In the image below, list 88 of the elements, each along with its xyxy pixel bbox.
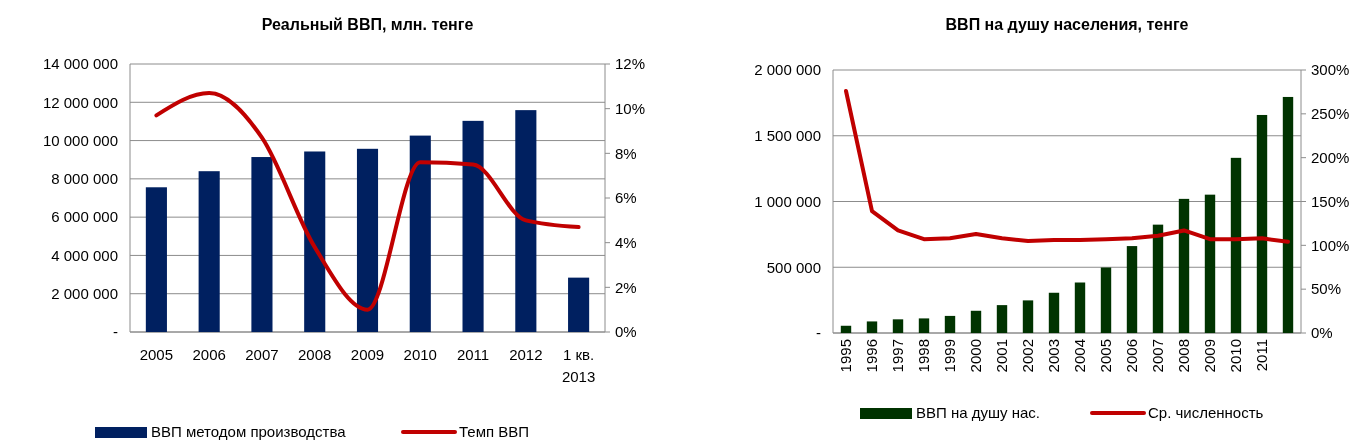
y-tick-label: 2 000 000 [51,284,118,302]
x-tick-label: 2006 [192,346,226,363]
bar [1048,292,1060,333]
x-tick-label: 2009 [350,346,385,363]
bar [1074,282,1086,333]
chart-title: Реальный ВВП, млн. тенге [261,16,474,33]
x-tick-label: 1999 [941,339,958,373]
x-tick-label: 2006 [1123,339,1140,373]
x-tick-label: 2001 [993,339,1010,373]
y-tick-label: 10 000 000 [42,131,118,149]
x-tick-label: 2010 [403,346,437,363]
bar [356,148,379,332]
y-tick-label: 14 000 000 [42,55,118,73]
x-tick-label: 2000 [967,339,984,373]
legend-label: ВВП на душу нас. [916,404,1040,421]
x-tick-label: 2002 [1019,339,1036,373]
y2-tick-label: 6% [615,189,637,207]
chart-title: ВВП на душу населения, тенге [945,16,1189,33]
legend-label: Темп ВВП [459,423,530,440]
x-tick-label: 1998 [915,339,932,373]
bar [866,321,878,333]
bar [1230,157,1242,333]
bar [918,318,930,333]
x-tick-label: 2008 [298,346,332,363]
x-tick-label: 2011 [456,346,490,363]
y2-tick-label: 200% [1311,148,1350,166]
bar [1178,198,1190,333]
bar [1126,246,1138,333]
x-tick-label: 2009 [1201,339,1218,373]
bar [944,315,956,333]
x-tick-label: 2004 [1071,339,1088,373]
x-tick-label: 2007 [1149,339,1166,373]
y2-tick-label: 4% [615,233,637,251]
y-tick-label: 6 000 000 [51,208,118,226]
legend-label: Ср. численность [1148,404,1264,421]
y2-tick-label: 12% [615,55,646,73]
y2-tick-label: 100% [1311,236,1350,254]
bar [1100,267,1112,333]
bar [409,135,431,332]
bar [970,310,982,333]
x-tick-label: 2010 [1227,339,1244,373]
y2-tick-label: 50% [1311,280,1342,298]
bar [1022,300,1034,333]
bar [568,277,590,332]
y-tick-label: - [113,323,118,341]
y-tick-label: 8 000 000 [51,170,118,188]
bar [304,151,326,332]
bar [515,110,537,332]
y-tick-label: 4 000 000 [51,246,118,264]
bar [145,187,167,332]
y-tick-label: 12 000 000 [42,93,118,111]
legend-label: ВВП методом производства [151,423,347,440]
y-tick-label: 1 000 000 [754,192,821,210]
y-tick-label: 2 000 000 [754,61,821,79]
y2-tick-label: 10% [615,99,646,117]
x-tick-label: 1997 [889,339,906,373]
y2-tick-label: 0% [1311,324,1333,342]
y-tick-label: 500 000 [766,258,821,276]
x-tick-label: 2005 [1097,339,1114,373]
bar [1282,96,1294,333]
y2-tick-label: 300% [1311,61,1350,79]
bar [462,120,484,332]
bar [198,171,220,332]
x-tick-label: 1995 [837,339,854,373]
bar [840,325,852,333]
y-tick-label: - [816,324,821,342]
y-tick-label: 1 500 000 [754,127,821,144]
line-series [844,89,1290,244]
bar [996,305,1008,333]
x-tick-label: 2012 [509,346,543,363]
y2-tick-label: 250% [1311,105,1350,123]
y2-tick-label: 2% [615,278,637,296]
x-tick-label: 1 кв. 2013 [561,346,596,385]
bar [251,157,273,332]
y2-tick-label: 0% [615,323,637,341]
bar [1152,224,1164,333]
y2-tick-label: 8% [615,144,637,162]
bar [1204,194,1216,333]
y2-tick-label: 150% [1311,192,1350,210]
x-tick-label: 2005 [139,346,174,363]
x-tick-label: 2011 [1253,339,1270,372]
line-series [154,91,581,312]
x-tick-label: 1996 [863,339,880,373]
bar [1256,114,1268,333]
x-tick-label: 2003 [1045,339,1062,373]
x-tick-label: 2007 [245,346,279,363]
x-tick-label: 2008 [1175,339,1192,373]
bar [892,319,904,333]
